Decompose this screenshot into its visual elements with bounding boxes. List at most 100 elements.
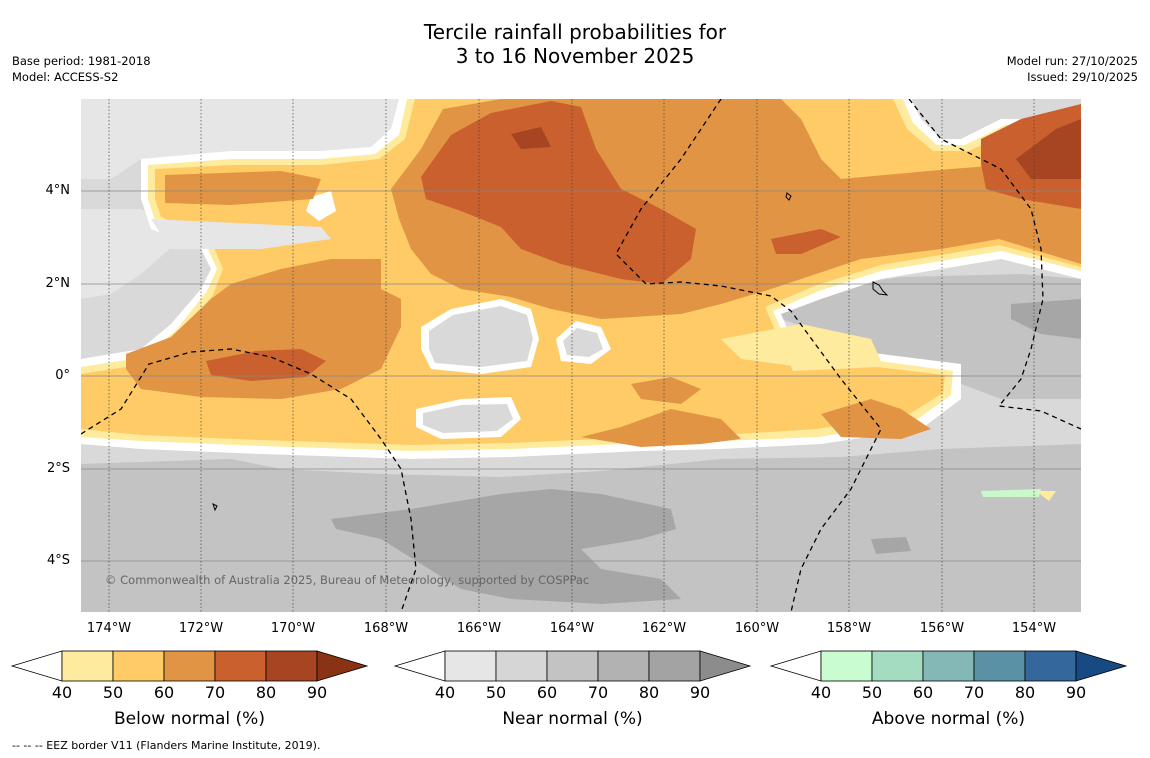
near-normal-island — [563, 328, 603, 357]
colorbar-tick-label: 60 — [536, 683, 558, 702]
below-normal-70-region — [206, 349, 326, 381]
above-normal-40-patch — [981, 489, 1041, 497]
lon-label: 174°W — [86, 621, 132, 636]
colorbar-segment — [597, 650, 650, 682]
colorbar-segment — [973, 650, 1026, 682]
near-normal-island — [423, 404, 513, 433]
longitude-gridlines — [108, 99, 1035, 612]
colorbar-tick-label: 90 — [689, 683, 711, 702]
colorbar-tick-label: 50 — [861, 683, 883, 702]
colorbar-tick-label: 40 — [434, 683, 456, 702]
near-normal-light-patch — [81, 99, 411, 179]
below-normal-60-region — [165, 171, 321, 205]
latitude-gridlines — [81, 190, 1081, 562]
colorbar-tick-label: 90 — [306, 683, 328, 702]
near-normal-island — [429, 306, 533, 367]
colorbar-high-extension — [316, 650, 369, 682]
colorbar-high-extension — [1075, 650, 1128, 682]
below-normal-70-region — [421, 101, 696, 284]
near-normal-dark-region — [331, 489, 681, 604]
eez-border-lines — [81, 99, 1081, 612]
below-normal-70-region — [771, 229, 841, 254]
near-normal-island — [306, 191, 336, 221]
colorbar-low-extension — [393, 650, 446, 682]
title-line-2: 3 to 16 November 2025 — [455, 44, 695, 68]
colorbar-tick-label: 90 — [1065, 683, 1087, 702]
island-outline — [785, 192, 792, 201]
colorbar-title-below: Below normal (%) — [114, 709, 265, 729]
below-normal-60-region — [126, 259, 401, 399]
lon-label: 154°W — [1011, 621, 1057, 636]
model-name: Model: ACCESS-S2 — [12, 70, 119, 84]
colorbar-segment — [61, 650, 114, 682]
colorbar-tick-label: 50 — [102, 683, 124, 702]
lon-label: 170°W — [270, 621, 316, 636]
near-normal-light-patch — [81, 209, 181, 299]
colorbar-below-normal — [10, 650, 369, 682]
probability-map: © Commonwealth of Australia 2025, Bureau… — [81, 99, 1081, 612]
colorbar-segment — [820, 650, 873, 682]
colorbar-segment — [495, 650, 548, 682]
map-title: Tercile rainfall probabilities for 3 to … — [0, 20, 1150, 68]
colorbar-tick-label: 80 — [638, 683, 660, 702]
below-normal-60-region — [581, 409, 741, 447]
colorbar-segment — [163, 650, 216, 682]
colorbar-segment — [871, 650, 924, 682]
lon-label: 156°W — [919, 621, 965, 636]
meta-left: Base period: 1981-2018 Model: ACCESS-S2 — [12, 53, 151, 85]
model-run: Model run: 27/10/2025 — [1006, 54, 1138, 68]
colorbar-low-extension — [10, 650, 63, 682]
copyright-notice: © Commonwealth of Australia 2025, Bureau… — [105, 573, 589, 587]
colorbar-tick-label: 80 — [1014, 683, 1036, 702]
below-normal-60-region — [631, 377, 701, 404]
lat-label: 4°S — [46, 553, 70, 568]
near-normal-mid-region — [781, 274, 1081, 399]
lon-label: 172°W — [178, 621, 224, 636]
meta-right: Model run: 27/10/2025 Issued: 29/10/2025 — [1007, 53, 1138, 85]
colorbar-tick-label: 70 — [963, 683, 985, 702]
lat-label: 0° — [55, 368, 70, 383]
colorbar-segment — [546, 650, 599, 682]
colorbar-tick-label: 70 — [204, 683, 226, 702]
lat-label: 4°N — [45, 183, 71, 198]
island-outline — [872, 281, 889, 296]
colorbar-tick-label: 40 — [810, 683, 832, 702]
colorbar-segment — [1024, 650, 1077, 682]
lon-label: 160°W — [734, 621, 780, 636]
island-outline — [212, 503, 218, 512]
lat-label: 2°N — [45, 276, 71, 291]
issued-date: Issued: 29/10/2025 — [1027, 70, 1138, 84]
colorbar-segment — [648, 650, 701, 682]
colorbar-segment — [214, 650, 267, 682]
colorbar-high-extension — [699, 650, 752, 682]
colorbar-segment — [922, 650, 975, 682]
colorbar-low-extension — [769, 650, 822, 682]
lon-label: 158°W — [826, 621, 872, 636]
colorbar-tick-label: 60 — [912, 683, 934, 702]
colorbar-tick-label: 60 — [153, 683, 175, 702]
colorbar-tick-label: 80 — [255, 683, 277, 702]
below-normal-40-patch — [721, 324, 881, 367]
colorbar-tick-label: 70 — [587, 683, 609, 702]
colorbar-above-normal — [769, 650, 1128, 682]
colorbar-near-normal — [393, 650, 752, 682]
colorbar-title-near: Near normal (%) — [502, 709, 643, 729]
lon-label: 168°W — [363, 621, 409, 636]
eez-footnote: -- -- -- EEZ border V11 (Flanders Marine… — [12, 739, 321, 752]
colorbar-tick-label: 40 — [51, 683, 73, 702]
lon-label: 162°W — [641, 621, 687, 636]
colorbar-tick-label: 50 — [485, 683, 507, 702]
colorbar-title-above: Above normal (%) — [871, 709, 1026, 729]
colorbar-segment — [444, 650, 497, 682]
below-normal-80-region — [511, 127, 551, 149]
colorbar-segment — [112, 650, 165, 682]
lat-label: 2°S — [46, 461, 70, 476]
colorbar-segment — [265, 650, 318, 682]
lon-label: 164°W — [549, 621, 595, 636]
near-normal-dark-region — [1011, 299, 1081, 339]
below-normal-40-patch — [1036, 491, 1056, 501]
below-normal-80-region — [1016, 119, 1081, 179]
title-line-1: Tercile rainfall probabilities for — [423, 20, 727, 44]
base-period: Base period: 1981-2018 — [12, 54, 151, 68]
near-normal-dark-region — [871, 537, 911, 554]
